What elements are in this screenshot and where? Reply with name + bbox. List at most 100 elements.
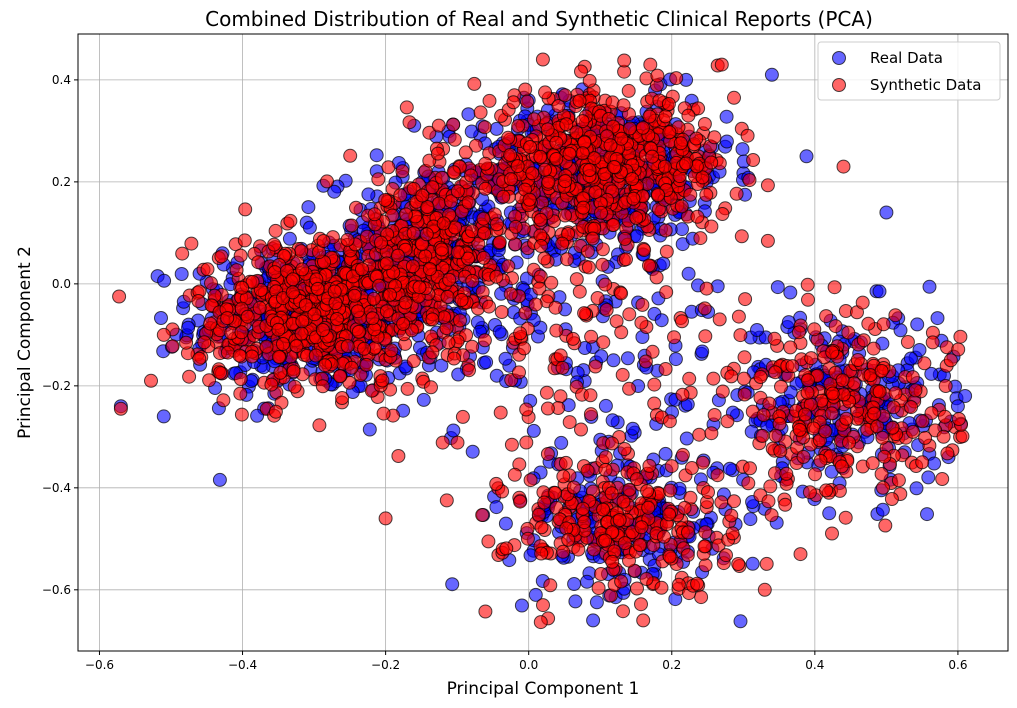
data-point xyxy=(562,415,577,430)
data-point xyxy=(659,285,674,300)
data-point xyxy=(378,193,393,207)
data-point xyxy=(746,153,761,167)
data-point xyxy=(594,567,608,581)
data-point xyxy=(580,244,595,259)
data-point xyxy=(760,233,775,248)
data-point xyxy=(612,513,627,527)
data-point xyxy=(501,130,516,145)
data-point xyxy=(157,273,172,288)
data-point xyxy=(654,580,669,595)
data-point xyxy=(540,401,555,416)
data-point xyxy=(764,67,779,82)
data-point xyxy=(616,494,631,509)
data-point xyxy=(847,376,861,391)
data-point xyxy=(197,335,212,350)
data-point xyxy=(906,424,920,439)
y-tick-label: 0.2 xyxy=(52,175,71,189)
data-point xyxy=(742,173,757,188)
data-point xyxy=(406,226,421,241)
data-point xyxy=(434,170,449,185)
data-point xyxy=(519,402,534,417)
legend-label-real: Real Data xyxy=(870,49,943,67)
data-point xyxy=(384,343,399,358)
data-point xyxy=(526,423,541,438)
data-point xyxy=(112,289,127,304)
data-point xyxy=(598,533,613,548)
data-point xyxy=(662,125,677,140)
data-point xyxy=(416,392,431,407)
data-point xyxy=(582,163,597,177)
data-point xyxy=(719,109,734,124)
data-point xyxy=(750,323,764,337)
data-point xyxy=(727,90,741,105)
data-point xyxy=(920,507,934,522)
data-point xyxy=(503,172,518,187)
data-point xyxy=(808,467,822,482)
data-point xyxy=(434,358,449,373)
data-point xyxy=(569,272,584,287)
data-point xyxy=(679,156,694,171)
data-point xyxy=(684,461,699,475)
data-point xyxy=(927,456,942,471)
data-point xyxy=(316,234,331,248)
data-point xyxy=(333,369,347,384)
data-point xyxy=(252,300,267,315)
y-tick-label: −0.4 xyxy=(42,481,71,495)
data-point xyxy=(704,426,719,441)
data-point xyxy=(212,472,227,487)
data-point xyxy=(572,284,587,299)
data-point xyxy=(498,351,513,366)
data-point xyxy=(250,408,265,423)
data-point xyxy=(835,373,850,388)
data-point xyxy=(454,293,469,307)
data-point xyxy=(501,259,516,274)
data-point xyxy=(634,597,648,612)
data-point xyxy=(598,398,613,413)
data-point xyxy=(681,108,696,123)
data-point xyxy=(912,343,927,357)
data-point xyxy=(740,128,755,143)
data-point xyxy=(756,408,771,422)
data-point xyxy=(605,413,620,428)
data-point xyxy=(402,115,417,130)
data-point xyxy=(617,53,632,68)
data-point xyxy=(396,316,411,331)
data-point xyxy=(504,437,519,452)
data-point xyxy=(675,314,689,329)
data-point xyxy=(558,208,572,223)
data-point xyxy=(503,286,518,301)
data-point xyxy=(664,459,679,474)
data-point xyxy=(467,76,482,91)
data-point xyxy=(371,172,386,187)
data-point xyxy=(464,168,478,183)
data-point xyxy=(632,538,647,553)
data-point xyxy=(707,408,722,422)
data-point xyxy=(626,191,641,206)
data-point xyxy=(855,295,870,310)
data-point xyxy=(513,494,528,509)
data-point xyxy=(406,354,421,368)
data-point xyxy=(503,147,518,162)
data-point xyxy=(379,304,394,319)
data-point xyxy=(376,406,391,421)
data-point xyxy=(434,242,449,257)
data-point xyxy=(538,162,552,177)
data-point xyxy=(813,453,828,468)
data-point xyxy=(302,220,317,235)
data-point xyxy=(450,184,465,199)
data-point xyxy=(489,500,504,515)
data-point xyxy=(623,121,637,136)
data-point xyxy=(605,436,619,451)
data-point xyxy=(315,323,330,337)
data-point xyxy=(658,362,673,376)
data-point xyxy=(699,281,714,296)
data-point xyxy=(245,349,259,364)
data-point xyxy=(398,295,413,310)
data-point xyxy=(540,122,555,137)
data-point xyxy=(719,134,734,149)
data-point xyxy=(958,389,973,403)
data-point xyxy=(625,172,640,186)
data-point xyxy=(635,297,650,312)
data-point xyxy=(893,323,908,338)
data-point xyxy=(725,526,740,541)
